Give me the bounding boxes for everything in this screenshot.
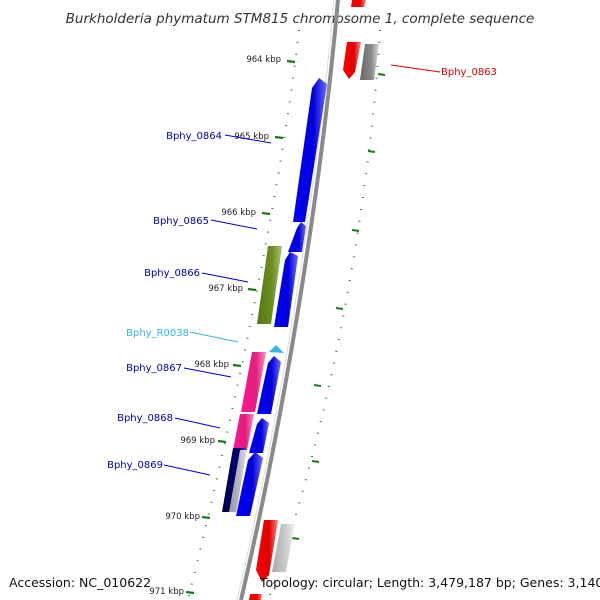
gene-reverse[interactable] (351, 0, 366, 7)
tick-label: 965 kbp (234, 132, 269, 142)
tick-label: 967 kbp (208, 284, 243, 294)
chromosome-backbone (239, 0, 340, 600)
gene-cog-pink[interactable] (241, 352, 266, 412)
gene-cog-gray[interactable] (229, 450, 247, 512)
gene-bphy-0865[interactable] (288, 222, 306, 252)
gene-reverse[interactable] (360, 44, 379, 80)
gene-label-bphy-0867[interactable]: Bphy_0867 (126, 363, 182, 374)
outer-tick-ring (187, 29, 300, 600)
gene-label-bphy-0863[interactable]: Bphy_0863 (441, 67, 497, 78)
gene-bphy-0869[interactable] (236, 452, 263, 516)
major-ticks (185, 59, 296, 595)
tick-label: 968 kbp (194, 360, 229, 370)
gene-label-bphy-0866[interactable]: Bphy_0866 (144, 268, 200, 279)
accession-text: Accession: NC_010622 (9, 575, 151, 590)
gene-label-bphy-0869[interactable]: Bphy_0869 (107, 460, 163, 471)
gene-reverse[interactable] (249, 594, 262, 600)
gene-cog-pink[interactable] (233, 414, 254, 450)
tick-label: 970 kbp (165, 512, 200, 522)
tick-label: 966 kbp (221, 208, 256, 218)
tick-label: 964 kbp (246, 55, 281, 65)
minor-ticks (291, 73, 386, 540)
tick-label: 971 kbp (149, 587, 184, 597)
map-title: Burkholderia phymatum STM815 chromosome … (66, 11, 535, 27)
gene-bphy-0864[interactable] (293, 78, 327, 222)
tick-label: 969 kbp (180, 436, 215, 446)
gene-cog-green[interactable] (257, 246, 282, 324)
gene-bphy-0868[interactable] (249, 418, 269, 453)
gene-bphy-0867[interactable] (257, 356, 281, 414)
summary-text: Topology: circular; Length: 3,479,187 bp… (259, 575, 600, 590)
label-leaders (163, 64, 441, 476)
gene-label-bphy-0868[interactable]: Bphy_0868 (117, 413, 173, 424)
gene-label-bphy-r0038[interactable]: Bphy_R0038 (126, 328, 189, 339)
gene-bphy-r0038[interactable] (269, 345, 284, 353)
gene-label-bphy-0865[interactable]: Bphy_0865 (153, 216, 209, 227)
gene-label-bphy-0864[interactable]: Bphy_0864 (166, 131, 222, 142)
gene-bphy-0866[interactable] (274, 252, 298, 327)
gene-reverse[interactable] (256, 520, 278, 582)
gene-bphy-0863[interactable] (343, 42, 361, 79)
gene-reverse[interactable] (272, 524, 295, 572)
